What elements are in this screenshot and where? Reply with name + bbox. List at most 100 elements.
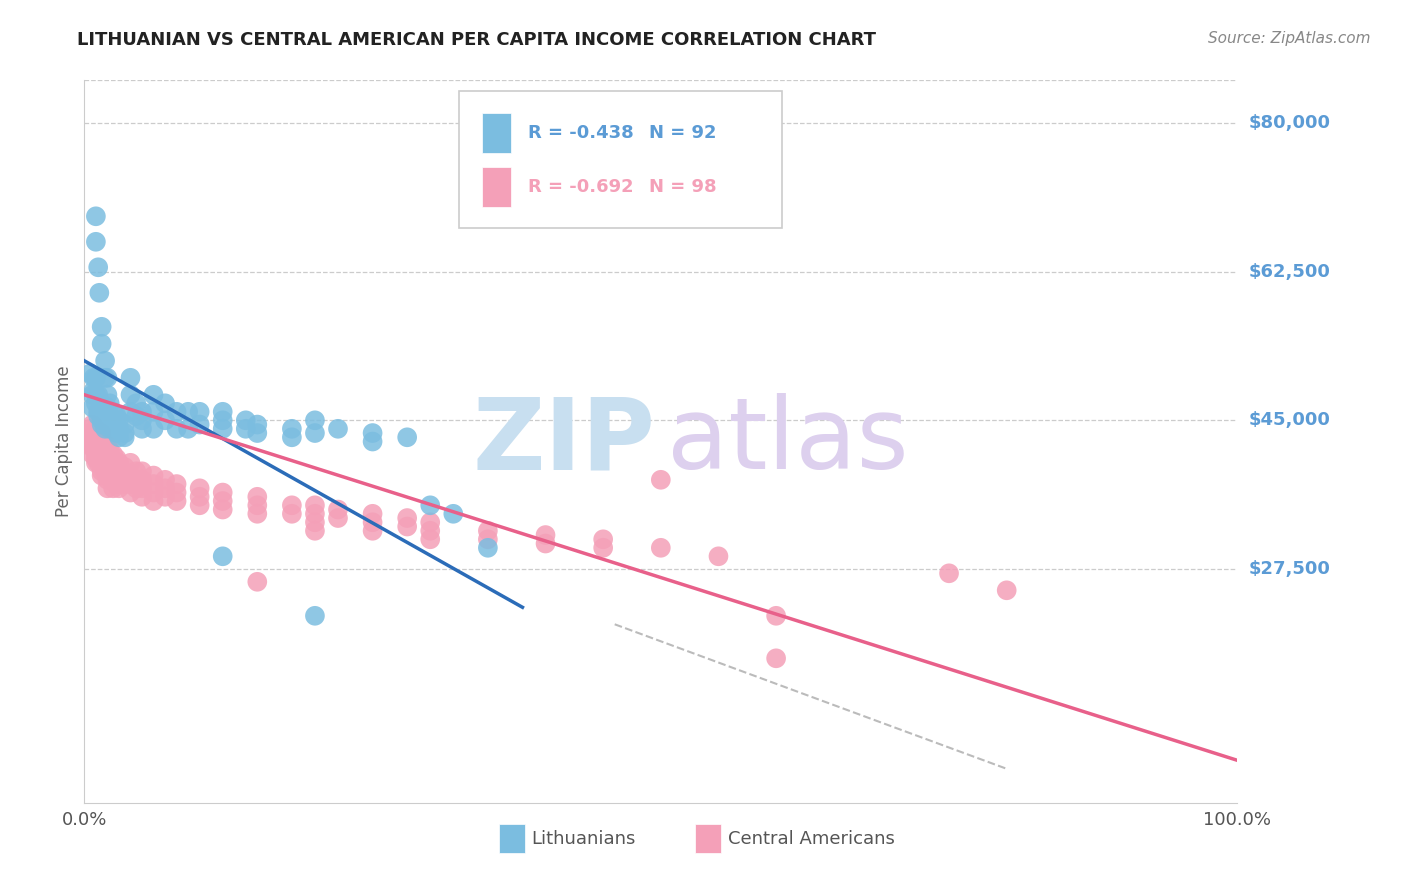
Point — [96, 447, 118, 461]
Point — [84, 430, 107, 444]
Point — [105, 468, 128, 483]
Point — [87, 456, 110, 470]
Point — [304, 524, 326, 538]
Point — [419, 516, 441, 530]
Point — [114, 460, 136, 475]
Point — [120, 477, 142, 491]
Point — [90, 468, 112, 483]
Point — [246, 425, 269, 440]
Point — [96, 388, 118, 402]
Point — [94, 422, 117, 436]
Point — [108, 473, 131, 487]
Point — [79, 367, 101, 381]
Point — [105, 417, 128, 432]
Point — [98, 422, 121, 436]
Point — [326, 422, 349, 436]
Point — [103, 413, 124, 427]
Point — [114, 477, 136, 491]
Point — [246, 417, 269, 432]
Point — [142, 422, 165, 436]
Point — [125, 409, 148, 423]
Point — [90, 425, 112, 440]
Point — [304, 507, 326, 521]
Point — [281, 507, 304, 521]
Point — [82, 430, 104, 444]
Point — [211, 413, 233, 427]
FancyBboxPatch shape — [482, 112, 510, 153]
Point — [304, 608, 326, 623]
Point — [419, 533, 441, 547]
Point — [96, 439, 118, 453]
Point — [361, 434, 384, 449]
Point — [131, 473, 153, 487]
Point — [120, 371, 142, 385]
Point — [114, 417, 136, 432]
Point — [166, 494, 188, 508]
Point — [477, 533, 499, 547]
Point — [90, 439, 112, 453]
Point — [87, 388, 110, 402]
Point — [89, 285, 111, 300]
Point — [94, 353, 117, 368]
Point — [84, 447, 107, 461]
Point — [188, 490, 211, 504]
Point — [246, 498, 269, 512]
Point — [211, 422, 233, 436]
Point — [142, 405, 165, 419]
Point — [142, 388, 165, 402]
Text: N = 92: N = 92 — [650, 124, 717, 142]
Point — [650, 473, 672, 487]
Point — [281, 422, 304, 436]
Y-axis label: Per Capita Income: Per Capita Income — [55, 366, 73, 517]
Point — [94, 456, 117, 470]
Point — [592, 533, 614, 547]
Text: ZIP: ZIP — [472, 393, 655, 490]
Text: R = -0.438: R = -0.438 — [529, 124, 634, 142]
Point — [84, 451, 107, 466]
Point — [82, 388, 104, 402]
Point — [105, 425, 128, 440]
Point — [131, 464, 153, 478]
Point — [84, 422, 107, 436]
Point — [707, 549, 730, 564]
Point — [246, 507, 269, 521]
Point — [131, 481, 153, 495]
Point — [281, 430, 304, 444]
Point — [995, 583, 1018, 598]
Point — [211, 405, 233, 419]
Point — [188, 417, 211, 432]
Point — [211, 485, 233, 500]
Point — [108, 430, 131, 444]
Point — [94, 371, 117, 385]
Text: Lithuanians: Lithuanians — [531, 830, 636, 848]
Point — [83, 384, 105, 398]
Text: $62,500: $62,500 — [1249, 262, 1330, 281]
Point — [103, 464, 124, 478]
Point — [103, 481, 124, 495]
Point — [114, 468, 136, 483]
Point — [96, 401, 118, 415]
Point — [361, 516, 384, 530]
Point — [90, 417, 112, 432]
Point — [94, 405, 117, 419]
Point — [326, 511, 349, 525]
Point — [125, 464, 148, 478]
Point — [153, 481, 176, 495]
Point — [326, 502, 349, 516]
Point — [211, 502, 233, 516]
Point — [131, 405, 153, 419]
Point — [98, 417, 121, 432]
Point — [108, 413, 131, 427]
Point — [142, 468, 165, 483]
Point — [98, 460, 121, 475]
Point — [188, 498, 211, 512]
Point — [96, 456, 118, 470]
Point — [211, 549, 233, 564]
Point — [105, 451, 128, 466]
Point — [82, 401, 104, 415]
Point — [87, 447, 110, 461]
Point — [120, 388, 142, 402]
Point — [166, 405, 188, 419]
Point — [96, 481, 118, 495]
Text: atlas: atlas — [666, 393, 908, 490]
